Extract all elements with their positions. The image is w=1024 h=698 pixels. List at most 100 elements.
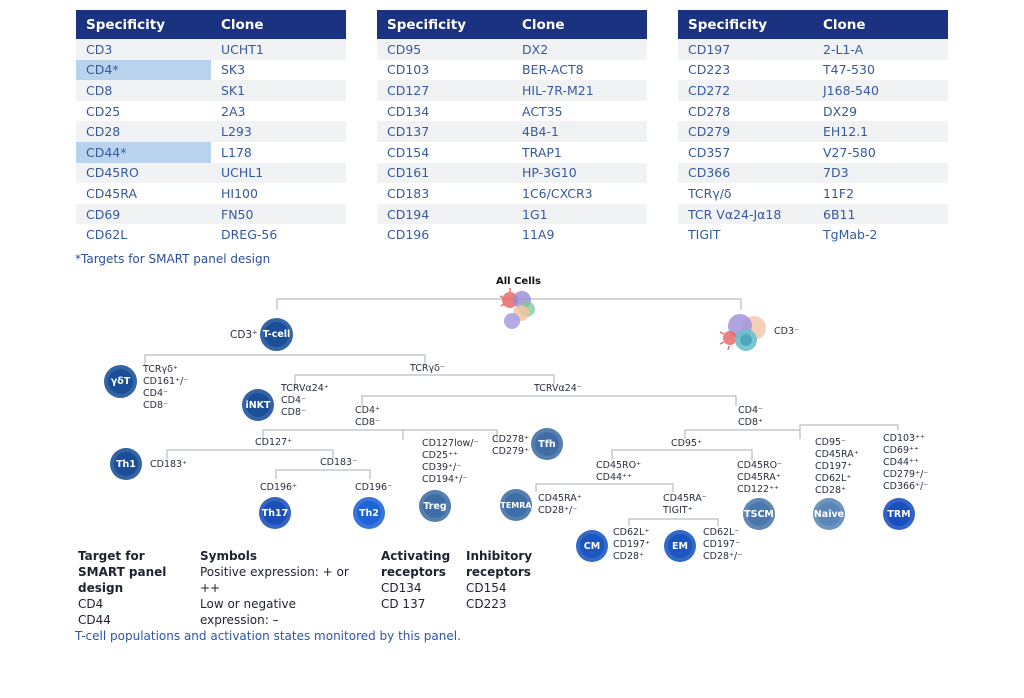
clone-cell: L293: [221, 124, 252, 140]
connector-cd45ro: [535, 483, 674, 492]
clone-cell: 11F2: [823, 185, 855, 201]
connector-tcell: [144, 354, 426, 366]
specificity-cell: CD62L: [86, 227, 128, 243]
legend-symbols-item: Positive expression: + or ++: [200, 565, 349, 595]
table-row: CD194 1G1: [377, 203, 647, 225]
specificity-cell: CD196: [387, 227, 430, 243]
cd3-neg-label: CD3⁻: [774, 326, 800, 337]
em-markers: CD62L⁻ CD197⁻ CD28⁺/⁻: [703, 527, 743, 562]
specificity-cell: CD44*: [76, 141, 211, 163]
legend-target: Target for SMART panel design CD4 CD44: [78, 548, 193, 628]
connector-cd8-right: [799, 424, 899, 430]
node-em: EM: [664, 530, 696, 562]
table-row: CD278 DX29: [678, 101, 948, 122]
clone-cell: FN50: [221, 206, 254, 222]
table-header: Specificity Clone: [76, 10, 346, 39]
table-row: CD103 BER-ACT8: [377, 60, 647, 81]
table-row: CD62L DREG-56: [76, 224, 346, 245]
clone-cell: ACT35: [522, 103, 563, 119]
legend-inhibitory: Inhibitory receptors CD154 CD223: [466, 548, 536, 612]
connector-cd183: [275, 469, 371, 479]
legend-target-item: CD44: [78, 613, 111, 627]
table-row: CD95 DX2: [377, 39, 647, 60]
legend-activating-item: CD134: [381, 581, 422, 595]
table-row: TIGIT TgMab-2: [678, 224, 948, 245]
clone-cell: J168-540: [823, 82, 879, 98]
specificity-cell: TIGIT: [688, 227, 721, 243]
table-row: CD357 V27-580: [678, 142, 948, 163]
marker-table-3: Specificity Clone CD197 2-L1-A CD223 T47-53…: [678, 10, 948, 245]
specificity-cell: CD154: [387, 144, 430, 160]
specificity-cell: CD194: [387, 206, 430, 222]
cd3-pos-label: CD3⁺: [230, 329, 258, 341]
specificity-cell: CD223: [688, 62, 731, 78]
legend-target-item: CD4: [78, 597, 104, 611]
gdt-markers: TCRγδ⁺ CD161⁺/⁻ CD4⁻ CD8⁻: [143, 364, 189, 411]
tfh-markers: CD278⁺ CD279⁺: [492, 434, 530, 457]
table-row: CD197 2-L1-A: [678, 39, 948, 60]
specificity-cell: CD8: [86, 82, 113, 98]
specificity-cell: CD161: [387, 165, 430, 181]
table-row: CD44* L178: [76, 141, 346, 163]
cd4-branch-label: CD4⁺ CD8⁻: [355, 405, 381, 428]
clone-cell: HI100: [221, 185, 258, 201]
treg-markers: CD127low/⁻ CD25⁺⁺ CD39⁺/⁻ CD194⁺/⁻: [422, 438, 479, 485]
legend-symbols-item: Low or negative: [200, 597, 297, 611]
th1-markers: CD183⁺: [150, 459, 188, 470]
tcrgd-neg-label: TCRγδ⁻: [410, 363, 445, 374]
specificity-cell: TCR Vα24-Jα18: [688, 206, 782, 222]
clone-cell: DREG-56: [221, 227, 278, 243]
marker-table-2: Specificity Clone CD95 DX2 CD103 BER-ACT8 CD…: [377, 10, 647, 245]
clone-cell: L178: [221, 144, 252, 160]
table-row: TCR Vα24-Jα18 6B11: [678, 203, 948, 225]
clone-cell: TRAP1: [522, 144, 562, 160]
table-row: CD183 1C6/CXCR3: [377, 183, 647, 204]
header-clone: Clone: [221, 16, 264, 33]
legend-symbols-title: Symbols: [200, 549, 258, 563]
connector-cd127: [166, 449, 334, 459]
clone-cell: SK1: [221, 82, 246, 98]
legend-inhibitory-item: CD154: [466, 581, 507, 595]
table-header: Specificity Clone: [678, 10, 948, 39]
header-specificity: Specificity: [688, 16, 768, 33]
tscm-markers: CD45RO⁻ CD45RA⁺ CD122⁺⁺: [737, 460, 783, 495]
specificity-cell: CD28: [86, 124, 121, 140]
table-row: CD134 ACT35: [377, 101, 647, 122]
cm-markers: CD62L⁺ CD197⁺ CD28⁺: [613, 527, 651, 562]
specificity-cell: CD3: [86, 41, 113, 57]
clone-cell: BER-ACT8: [522, 62, 584, 78]
clone-cell: 6B11: [823, 206, 856, 222]
table-row: CD45RO UCHL1: [76, 162, 346, 184]
tcrva24-neg-label: TCRVα24⁻: [534, 383, 582, 394]
specificity-cell: CD4*: [76, 59, 211, 81]
table-row: CD137 4B4-1: [377, 121, 647, 142]
node-th2: Th2: [353, 497, 385, 529]
table-row: CD3 UCHT1: [76, 39, 346, 60]
table-row: CD25 2A3: [76, 101, 346, 122]
table-header: Specificity Clone: [377, 10, 647, 39]
clone-cell: SK3: [221, 62, 246, 78]
th2-marker-label: CD196⁻: [355, 482, 393, 493]
clone-cell: 7D3: [823, 165, 849, 181]
table-row: CD8 SK1: [76, 80, 346, 101]
cd8-branch-label: CD4⁻ CD8⁺: [738, 405, 764, 428]
specificity-cell: CD366: [688, 165, 731, 181]
cd183-neg-label: CD183⁻: [320, 457, 358, 468]
clone-cell: 1C6/CXCR3: [522, 185, 593, 201]
clone-cell: 4B4-1: [522, 124, 559, 140]
specificity-cell: CD25: [86, 103, 121, 119]
clone-cell: DX29: [823, 103, 858, 119]
connector-cd4: [402, 429, 498, 440]
node-tscm: TSCM: [743, 498, 775, 530]
specificity-cell: CD272: [688, 82, 731, 98]
clone-cell: UCHT1: [221, 41, 264, 57]
node-treg: Treg: [419, 490, 451, 522]
all-cells-label: All Cells: [496, 276, 542, 287]
connector-va24: [361, 395, 737, 406]
table-row: CD69 FN50: [76, 203, 346, 225]
legend-inhibitory-item: CD223: [466, 597, 507, 611]
node-cm: CM: [576, 530, 608, 562]
marker-table-1: Specificity Clone CD3 UCHT1 CD4* SK3 CD8 SK1 C…: [76, 10, 346, 245]
clone-cell: HP-3G10: [522, 165, 577, 181]
clone-cell: HIL-7R-M21: [522, 82, 594, 98]
